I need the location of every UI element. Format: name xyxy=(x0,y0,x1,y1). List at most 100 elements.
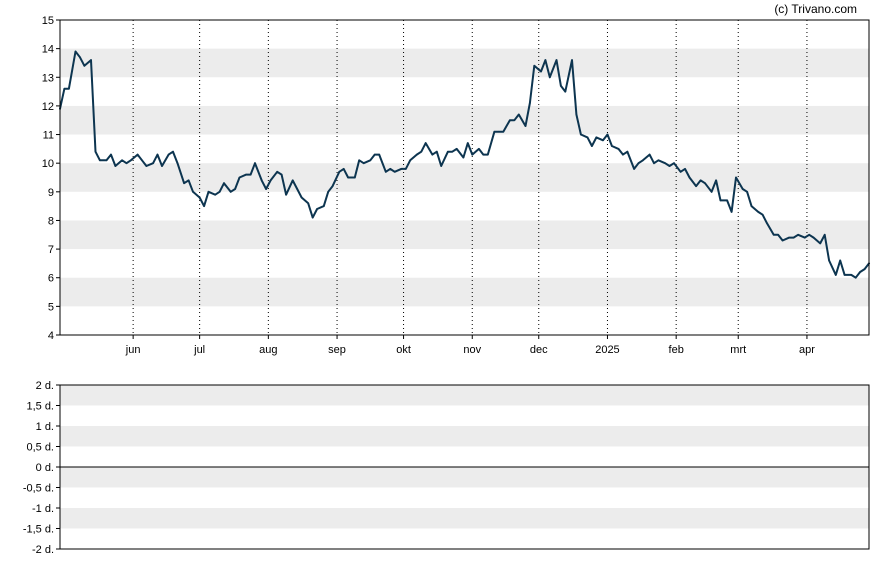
dividend-chart-band xyxy=(60,508,869,529)
price-point xyxy=(296,188,298,190)
price-y-tick-label: 11 xyxy=(43,130,54,142)
price-point xyxy=(668,165,671,167)
price-point xyxy=(741,188,744,190)
price-point xyxy=(192,191,194,193)
price-point xyxy=(684,168,686,170)
dividend-chart-y-ticks: 2 d. 1,5 d. 1 d. 0,5 d. 0 d. -0,5 d. -1 d. -1,5… xyxy=(23,380,60,556)
price-point xyxy=(362,162,365,164)
dividend-chart-frame xyxy=(59,384,870,550)
price-point xyxy=(68,87,70,90)
price-point xyxy=(653,162,655,164)
price-point xyxy=(513,119,516,122)
price-series-line xyxy=(59,50,870,279)
price-point xyxy=(121,159,123,162)
price-point xyxy=(136,153,139,156)
price-point xyxy=(493,130,496,133)
price-chart-frame xyxy=(59,19,870,336)
price-point xyxy=(626,150,629,153)
price-point xyxy=(699,179,702,182)
price-point xyxy=(389,168,392,170)
price-point xyxy=(555,59,558,61)
price-point xyxy=(114,165,117,167)
price-point xyxy=(788,236,791,239)
x-tick-label: dec xyxy=(530,344,548,356)
dividend-y-tick-label: 1,5 d. xyxy=(26,401,54,413)
price-point xyxy=(198,196,201,199)
price-series-points xyxy=(59,50,870,279)
x-tick-label: mrt xyxy=(730,344,746,356)
price-point xyxy=(715,179,717,182)
x-tick-label: feb xyxy=(669,344,684,356)
price-point xyxy=(540,70,542,73)
price-point xyxy=(637,162,640,164)
price-point xyxy=(431,153,434,156)
price-point xyxy=(803,236,806,239)
price-point xyxy=(664,162,666,164)
price-point xyxy=(369,159,372,162)
dividend-y-tick-label: 0 d. xyxy=(36,462,54,474)
price-point xyxy=(404,168,407,170)
price-point xyxy=(276,170,279,173)
x-tick-label: 2025 xyxy=(595,344,619,356)
price-point xyxy=(183,182,185,185)
price-point xyxy=(549,76,551,79)
dividend-chart-band xyxy=(60,385,869,406)
price-point xyxy=(172,150,174,153)
price-y-tick-label: 9 xyxy=(48,187,54,199)
x-tick-label: okt xyxy=(396,344,411,356)
price-point xyxy=(575,113,578,116)
price-y-tick-label: 8 xyxy=(48,215,54,227)
price-point xyxy=(673,162,675,164)
price-point xyxy=(777,233,779,236)
price-point xyxy=(688,176,691,179)
price-y-tick-label: 13 xyxy=(42,72,54,84)
price-point xyxy=(679,170,682,173)
price-point xyxy=(400,168,403,170)
price-point xyxy=(99,159,101,162)
price-point xyxy=(63,87,66,90)
price-point xyxy=(447,150,449,153)
x-tick-label: jun xyxy=(125,344,141,356)
price-point xyxy=(342,168,345,170)
price-point xyxy=(141,159,143,162)
price-point xyxy=(94,150,97,153)
price-point xyxy=(509,119,511,122)
price-point xyxy=(385,170,387,173)
price-point xyxy=(161,165,163,167)
price-point xyxy=(74,50,77,53)
price-point xyxy=(719,199,722,202)
price-point xyxy=(462,156,465,159)
price-chart-band xyxy=(60,48,869,78)
dividend-y-tick-label: -0,5 d. xyxy=(23,483,54,495)
price-point xyxy=(471,153,474,156)
price-point xyxy=(761,213,764,216)
price-point xyxy=(859,271,861,273)
price-point xyxy=(214,193,216,196)
price-point xyxy=(843,274,846,276)
price-point xyxy=(518,113,520,116)
price-point xyxy=(529,102,531,104)
price-point xyxy=(834,274,837,276)
dividend-y-tick-label: -1,5 d. xyxy=(23,524,54,536)
price-point xyxy=(152,162,154,164)
price-point xyxy=(792,236,795,239)
price-point xyxy=(622,153,624,156)
price-point xyxy=(486,153,489,156)
price-point xyxy=(478,148,480,150)
price-point xyxy=(735,176,737,179)
price-point xyxy=(730,211,733,213)
dividend-chart: 2 d. 1,5 d. 1 d. 0,5 d. 0 d. -0,5 d. -1 d. -1,5… xyxy=(23,380,870,556)
price-point xyxy=(420,150,423,153)
price-point xyxy=(373,153,376,156)
price-point xyxy=(710,191,713,193)
price-point xyxy=(79,56,81,59)
price-point xyxy=(642,159,644,162)
price-point xyxy=(110,153,112,156)
x-tick-label: sep xyxy=(328,344,346,356)
price-y-tick-label: 10 xyxy=(42,158,54,170)
price-point xyxy=(657,159,660,162)
x-tick-label: apr xyxy=(799,344,815,356)
price-point xyxy=(130,159,132,162)
price-point xyxy=(393,170,396,173)
